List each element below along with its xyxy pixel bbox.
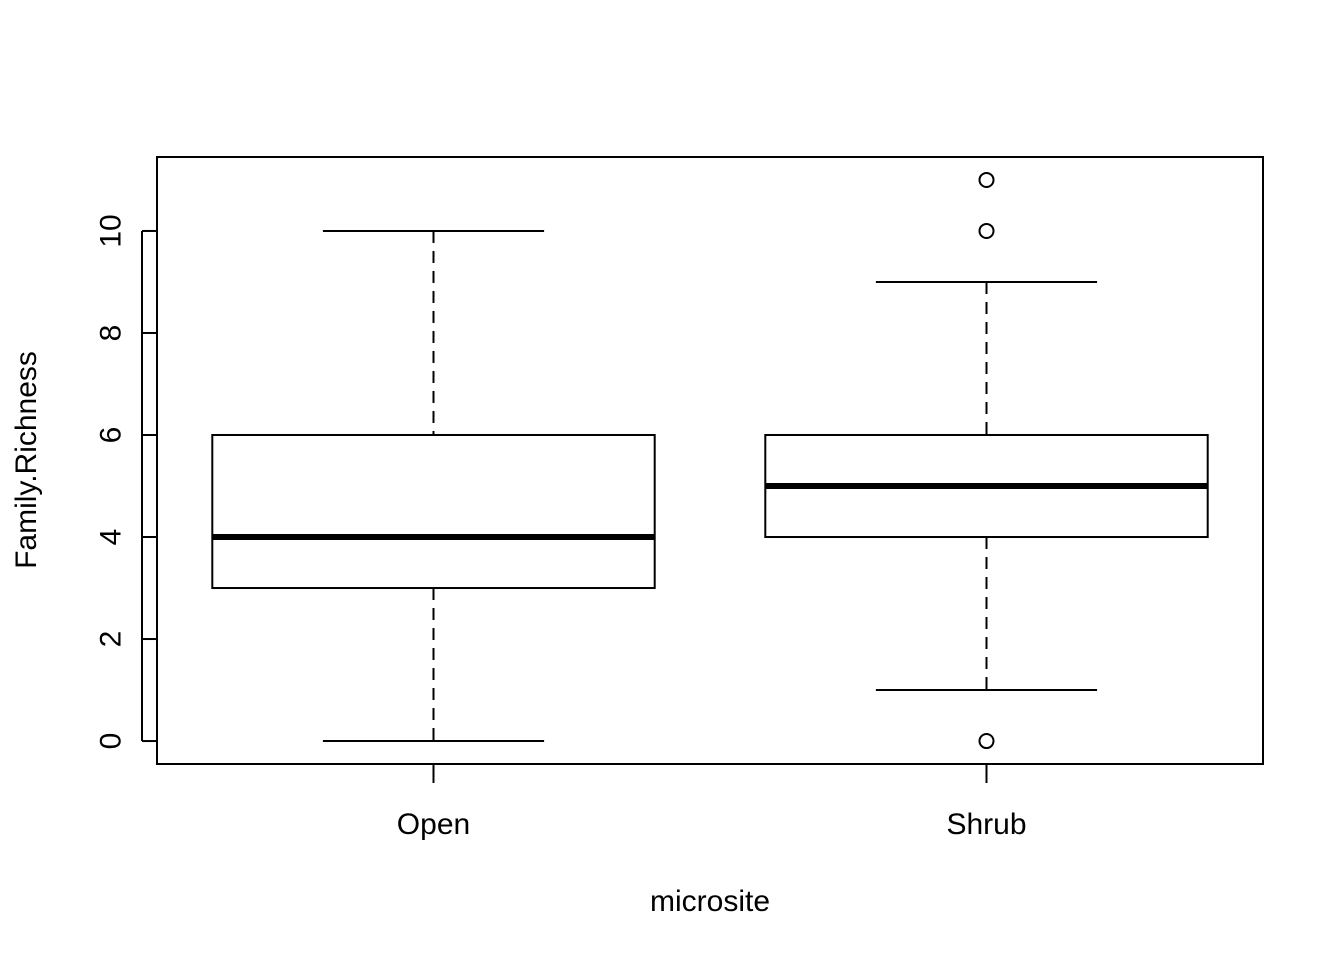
- iqr-box: [211, 433, 656, 590]
- y-tick-label: 2: [95, 631, 128, 648]
- y-tick-label: 10: [95, 214, 128, 247]
- y-axis-label: Family.Richness: [10, 351, 43, 569]
- y-axis: 0 2 4 6 8 10: [95, 214, 157, 750]
- boxes: [211, 171, 1209, 750]
- outlier-point: [978, 222, 995, 239]
- x-tick-label: Open: [397, 808, 470, 841]
- y-tick-label: 6: [95, 427, 128, 444]
- outlier-point: [978, 171, 995, 188]
- x-axis-label: microsite: [650, 885, 770, 918]
- y-tick-label: 0: [95, 733, 128, 750]
- box-group-open: [211, 229, 656, 743]
- x-axis: Open Shrub: [397, 763, 1027, 841]
- outlier-point: [978, 733, 995, 750]
- box-group-shrub: [764, 171, 1209, 750]
- y-tick-label: 8: [95, 325, 128, 342]
- x-tick-label: Shrub: [946, 808, 1026, 841]
- y-tick-label: 4: [95, 529, 128, 546]
